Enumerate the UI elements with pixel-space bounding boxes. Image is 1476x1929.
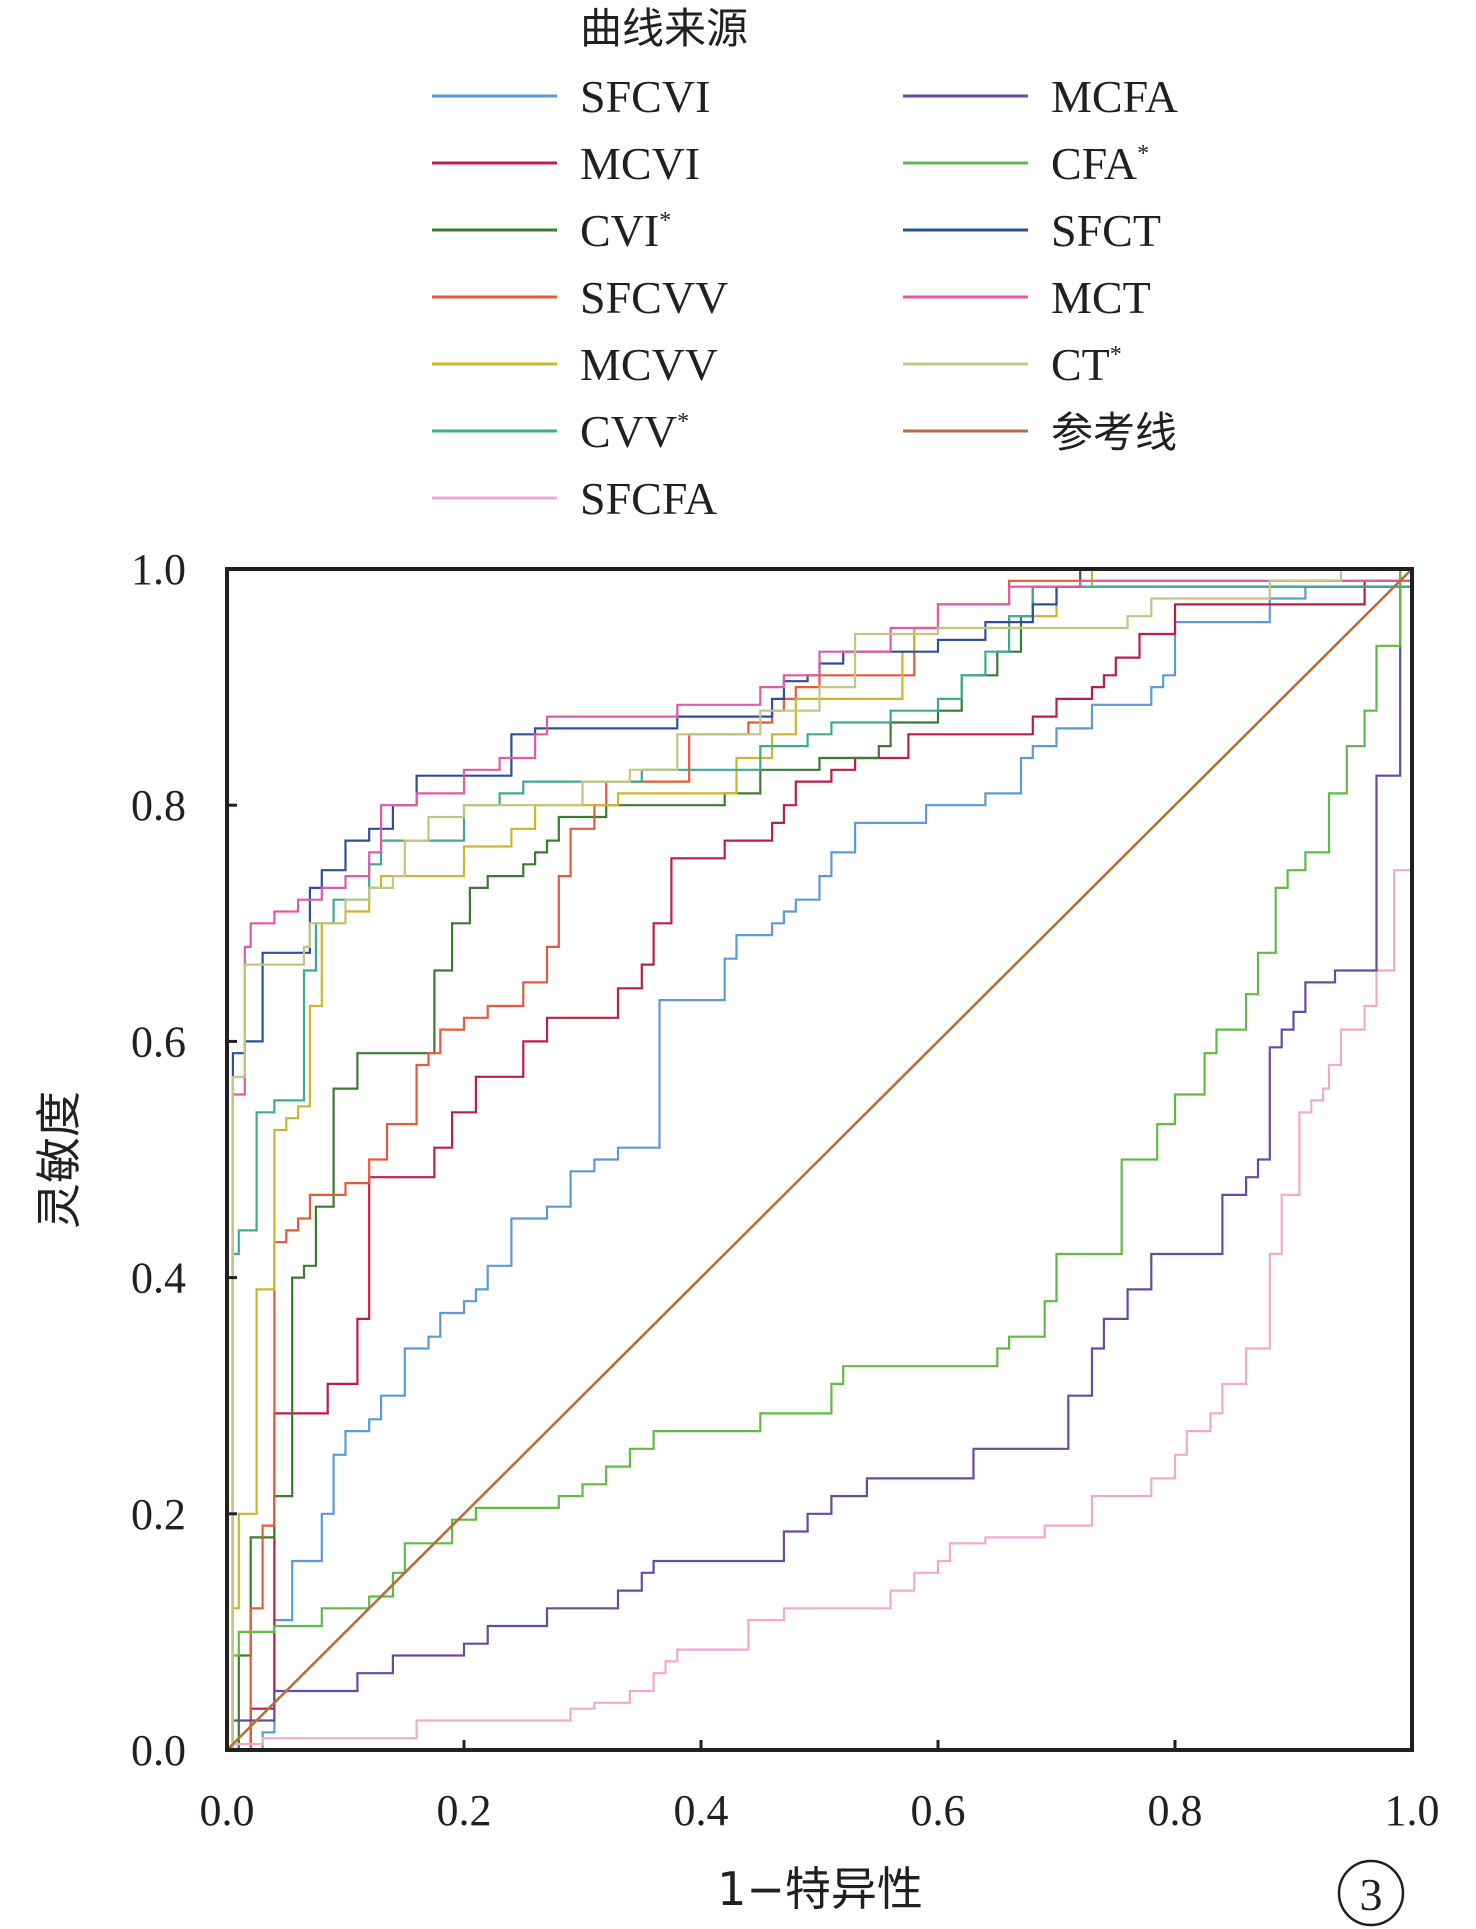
legend-label: CT* — [1051, 339, 1122, 390]
series-line-mcvv — [227, 567, 1412, 1752]
legend-item-cvi: CVI* — [432, 205, 671, 256]
legend-label: SFCVV — [580, 272, 728, 323]
x-tick-label: 1.0 — [1385, 1786, 1440, 1835]
x-tick-label: 0.0 — [200, 1786, 255, 1835]
legend-item-mcvi: MCVI — [432, 138, 700, 189]
legend-label: SFCT — [1051, 205, 1161, 256]
legend-label: SFCVI — [580, 71, 710, 122]
x-tick-label: 0.6 — [911, 1786, 966, 1835]
legend-label: MCT — [1051, 272, 1151, 323]
legend-label: MCVV — [580, 339, 718, 390]
legend-item-cfa: CFA* — [903, 138, 1149, 189]
plot-area: 0.0 0.2 0.4 0.6 0.8 1.0 0.0 0.2 0.4 0.6 0.8 1.0 — [131, 545, 1440, 1835]
series-line-sfcvi — [227, 569, 1414, 1752]
panel-label: 3 — [1337, 1859, 1405, 1927]
series-line-cfa — [227, 567, 1412, 1752]
series-line-mct — [227, 569, 1414, 1752]
series-line-sfcfa — [227, 569, 1414, 1752]
legend-item-mcfa: MCFA — [903, 71, 1178, 122]
legend-label: CVI* — [580, 205, 671, 256]
y-tick-label: 0.8 — [131, 781, 186, 830]
panel-label-circle — [1337, 1859, 1405, 1927]
x-tick-label: 0.2 — [437, 1786, 492, 1835]
legend-label: 参考线 — [1051, 408, 1177, 457]
legend-item-sfcvi: SFCVI — [432, 71, 710, 122]
y-tick-label: 0.6 — [131, 1017, 186, 1066]
y-tick-label: 0.2 — [131, 1490, 186, 1539]
series-line-- — [226, 568, 1413, 1751]
y-tick-label: 0.4 — [131, 1254, 186, 1303]
legend-label: CVV* — [580, 406, 689, 457]
legend-label: CFA* — [1051, 138, 1149, 189]
legend-item-ct: CT* — [903, 339, 1122, 390]
series-line-cvv — [227, 569, 1414, 1752]
legend-item--: 参考线 — [903, 408, 1177, 457]
legend-item-mct: MCT — [903, 272, 1151, 323]
legend-item-sfcvv: SFCVV — [432, 272, 728, 323]
series-line-sfcvv — [227, 569, 1414, 1752]
x-tick-label: 0.8 — [1148, 1786, 1203, 1835]
y-tick-label: 0.0 — [131, 1726, 186, 1775]
legend-label: SFCFA — [580, 473, 717, 524]
y-axis-label: 灵敏度 — [32, 1091, 86, 1229]
series-line-ct — [227, 567, 1412, 1752]
series-line-sfct — [227, 567, 1412, 1752]
series-line-cvi — [227, 569, 1414, 1752]
plot-frame — [225, 567, 1414, 1752]
legend-item-mcvv: MCVV — [432, 339, 718, 390]
legend-label: MCFA — [1051, 71, 1178, 122]
legend-item-sfcfa: SFCFA — [432, 473, 717, 524]
y-tick-label: 1.0 — [131, 545, 186, 594]
panel-label-text: 3 — [1360, 1869, 1383, 1920]
x-tick-label: 0.4 — [674, 1786, 729, 1835]
x-axis-label: 1−特异性 — [717, 1862, 923, 1916]
legend-item-sfct: SFCT — [903, 205, 1161, 256]
legend-title: 曲线来源 — [580, 4, 748, 53]
legend-item-cvv: CVV* — [432, 406, 689, 457]
series-line-mcfa — [227, 567, 1412, 1752]
legend: 曲线来源 SFCVI MCVI CVI* SFCVV MCVV CVV* SFCFA MCFA… — [432, 4, 1178, 524]
legend-label: MCVI — [580, 138, 700, 189]
